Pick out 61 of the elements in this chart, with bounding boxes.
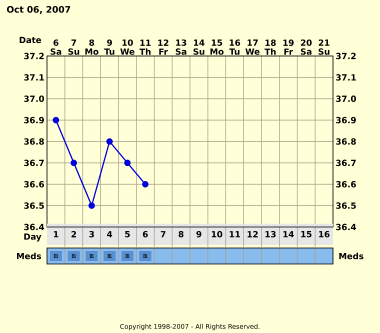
x-tick-label: 13 Sa [176,39,186,55]
x-tick-label: 14 Su [193,40,204,55]
x2-tick-label: 10 [212,231,222,238]
x2-tick-label: 8 [178,231,184,238]
y-tick-label: 36.5 [24,202,44,209]
y-tick-label: 37.2 [24,52,44,60]
x-tick-label: 21 Su [318,39,330,55]
point [106,138,113,145]
y2-tick-label: 36.8 [336,138,356,145]
x-tick-label: 6 Sa [50,39,62,55]
x-tick-label: 12 Fr [158,40,168,55]
y2-tick-label: 36.7 [336,160,356,166]
point [70,160,78,166]
x2-tick-label: 13 [266,231,276,238]
y2-tick-label: 36.6 [336,181,356,188]
y-tick-label: 36.7 [24,160,44,166]
x2-tick-label: 9 [196,230,202,238]
x2-tick-label: 15 [301,231,312,238]
x-tick-label: 9 Tu [104,39,114,55]
point [142,181,149,188]
text: Meds [16,252,42,260]
y2-tick-label: 36.4 [336,224,356,230]
x-tick-label: 15 Mo [210,40,224,55]
y-tick-label: 37.1 [24,74,44,81]
y2-tick-label: 37.0 [336,96,356,102]
x-tick-label: 19 Fr [283,40,294,55]
x2-tick-label: 1 [54,231,58,238]
y2-tick-label: 37.1 [336,74,356,81]
y-tick-label: 36.4 [24,224,44,230]
x2-tick-label: 6 [142,230,148,238]
x2-axis-title: Day [24,234,42,242]
x2-tick-label: 2 [72,231,76,238]
x-tick-label: 11 Th [139,40,151,55]
x2-tick-label: 4 [106,231,112,238]
x-tick-label: 16 Tu [229,39,240,55]
y2-tick-label: 36.5 [336,202,356,209]
point [88,202,95,209]
x-tick-label: 7 Su [68,40,80,55]
x2-tick-label: 11 [230,231,240,238]
x2-tick-label: 7 [160,231,166,238]
x-tick-label: 17 We [245,40,260,55]
y-tick-label: 36.9 [24,116,44,124]
x2-tick-label: 16 [319,230,330,238]
chart-title: Oct 06, 2007 [6,6,70,14]
y-tick-label: 36.8 [24,138,44,145]
x-tick-label: 20 Sa [300,39,312,55]
x-tick-label: 8 Mo [85,39,98,55]
x2-tick-label: 3 [89,231,94,238]
point [124,160,131,166]
x2-tick-label: 5 [125,231,130,238]
y-tick-label: 36.6 [24,181,44,188]
y-tick-label: 37.0 [24,96,44,102]
y2-tick-label: 37.2 [336,52,356,60]
x-tick-label: 18 Th [264,40,276,55]
x-axis-title: Date [20,36,42,44]
text: Meds [339,252,364,260]
x2-tick-label: 14 [283,231,294,238]
point [52,116,60,124]
y2-tick-label: 36.9 [336,116,356,124]
x-tick-label: 10 We [120,39,134,55]
x2-tick-label: 12 [248,231,258,238]
